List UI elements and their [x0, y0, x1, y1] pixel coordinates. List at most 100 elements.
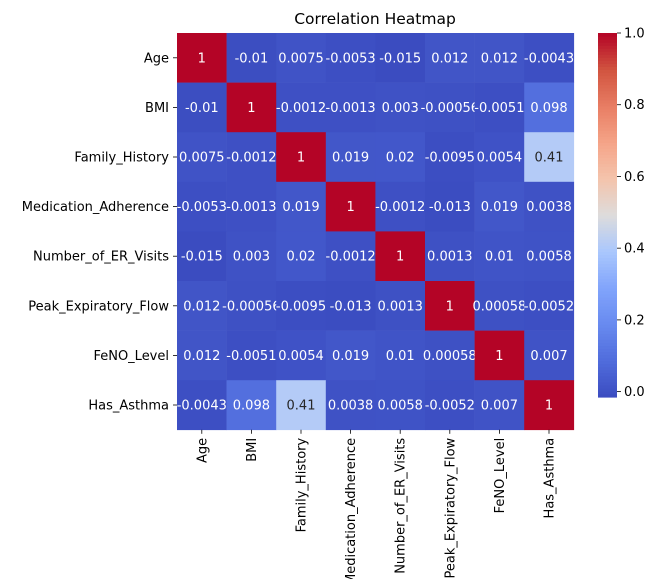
- cell-annotation: 0.098: [233, 399, 270, 414]
- cell-annotation: -0.015: [181, 250, 223, 265]
- colorbar-segment: [598, 108, 617, 113]
- heatmap-cell: [375, 330, 426, 381]
- colorbar-segment: [598, 105, 617, 110]
- cell-annotation: 1: [545, 399, 553, 414]
- colorbar-segment: [598, 221, 617, 225]
- heatmap-cell: [474, 33, 525, 83]
- heatmap-cell: [276, 82, 327, 133]
- colorbar-segment: [598, 181, 617, 186]
- heatmap-cell: [474, 181, 525, 232]
- heatmap-cell: [325, 82, 376, 133]
- colorbar-segment: [598, 127, 617, 131]
- colorbar-segment: [598, 248, 617, 252]
- colorbar-segment: [598, 178, 617, 183]
- heatmap-cell: [474, 231, 525, 282]
- heatmap-cell: [524, 380, 575, 431]
- colorbar-segment: [598, 75, 617, 80]
- heatmap-cell: [325, 33, 376, 83]
- cell-annotation: -0.0095: [276, 299, 326, 314]
- cell-annotation: 0.007: [530, 349, 567, 364]
- cell-annotation: 1: [495, 349, 503, 364]
- x-tick-label: Number_of_ER_Visits: [394, 438, 409, 574]
- cell-annotation: 0.019: [332, 151, 369, 166]
- cell-annotation: -0.0052: [524, 299, 574, 314]
- colorbar-segment: [598, 117, 617, 122]
- colorbar-segment: [598, 251, 617, 256]
- cell-annotation: 0.02: [386, 151, 415, 166]
- cell-annotation: -0.0012: [375, 200, 425, 215]
- colorbar-segment: [598, 48, 617, 52]
- colorbar-segment: [598, 378, 617, 383]
- colorbar-segment: [598, 375, 617, 380]
- cell-annotation: -0.0051: [474, 101, 524, 116]
- colorbar-segment: [598, 363, 617, 368]
- colorbar-segment: [598, 269, 617, 274]
- colorbar-segment: [598, 281, 617, 286]
- colorbar-segment: [598, 148, 617, 152]
- colorbar-segment: [598, 306, 617, 310]
- heatmap-cell: [474, 281, 525, 331]
- colorbar-segment: [598, 302, 617, 307]
- colorbar-segment: [598, 360, 617, 365]
- colorbar-segment: [598, 57, 617, 61]
- colorbar-segment: [598, 390, 617, 395]
- colorbar-segment: [598, 87, 617, 92]
- colorbar-segment: [598, 215, 617, 219]
- heatmap-cell: [177, 132, 227, 183]
- colorbar-segment: [598, 284, 617, 289]
- colorbar-segment: [598, 96, 617, 101]
- colorbar-segment: [598, 336, 617, 340]
- heatmap-cell: [226, 330, 277, 381]
- colorbar-segment: [598, 348, 617, 353]
- x-tick-label: Age: [195, 438, 210, 463]
- colorbar-segment: [598, 184, 617, 189]
- colorbar-segment: [598, 63, 617, 67]
- x-tick-label: FeNO_Level: [493, 438, 508, 514]
- cell-annotation: 0.003: [233, 250, 270, 265]
- colorbar-segment: [598, 205, 617, 210]
- cell-annotation: 0.0054: [477, 151, 523, 166]
- cell-annotation: 0.00058: [473, 299, 527, 314]
- cell-annotation: 0.00058: [423, 349, 477, 364]
- colorbar-segment: [598, 387, 617, 392]
- colorbar-segment: [598, 36, 617, 40]
- heatmap-cell: [325, 281, 376, 331]
- heatmap-cell: [325, 231, 376, 282]
- y-tick-label: BMI: [145, 101, 169, 116]
- colorbar-segment: [598, 330, 617, 334]
- cell-annotation: 1: [247, 101, 255, 116]
- y-tick-label: Family_History: [74, 151, 169, 166]
- heatmap-cell: [226, 33, 277, 83]
- heatmap-cell: [177, 281, 227, 331]
- heatmap-cell: [276, 380, 327, 431]
- colorbar-segment: [598, 42, 617, 46]
- heatmap-cell: [177, 231, 227, 282]
- heatmap-cell: [375, 82, 426, 133]
- cell-annotation: 0.012: [183, 349, 220, 364]
- colorbar-segment: [598, 393, 617, 398]
- heatmap-cell: [276, 330, 327, 381]
- colorbar-tick-label: 0.8: [624, 98, 645, 113]
- colorbar-segment: [598, 72, 617, 77]
- heatmap-cell: [425, 181, 475, 232]
- x-tick-label: BMI: [245, 438, 260, 462]
- colorbar-segment: [598, 175, 617, 180]
- colorbar-segment: [598, 193, 617, 198]
- colorbar-segment: [598, 239, 617, 243]
- colorbar-segment: [598, 69, 617, 74]
- colorbar-segment: [598, 345, 617, 350]
- cell-annotation: -0.0052: [425, 399, 475, 414]
- cell-annotation: -0.0043: [177, 399, 227, 414]
- heatmap-cells: 1 -0.01 0.0075 -0.0053 -0.015 0.012 0.012 -0.00…: [177, 33, 575, 431]
- colorbar-segment: [598, 154, 617, 158]
- colorbar-segment: [598, 208, 617, 213]
- colorbar-segment: [598, 211, 617, 216]
- cell-annotation: 1: [346, 200, 354, 215]
- colorbar-segment: [598, 187, 617, 192]
- cell-annotation: 0.0075: [179, 151, 225, 166]
- heatmap-cell: [375, 132, 426, 183]
- heatmap-cell: [425, 330, 475, 381]
- colorbar-segment: [598, 321, 617, 325]
- colorbar-segment: [598, 309, 617, 313]
- cell-annotation: -0.0053: [177, 200, 227, 215]
